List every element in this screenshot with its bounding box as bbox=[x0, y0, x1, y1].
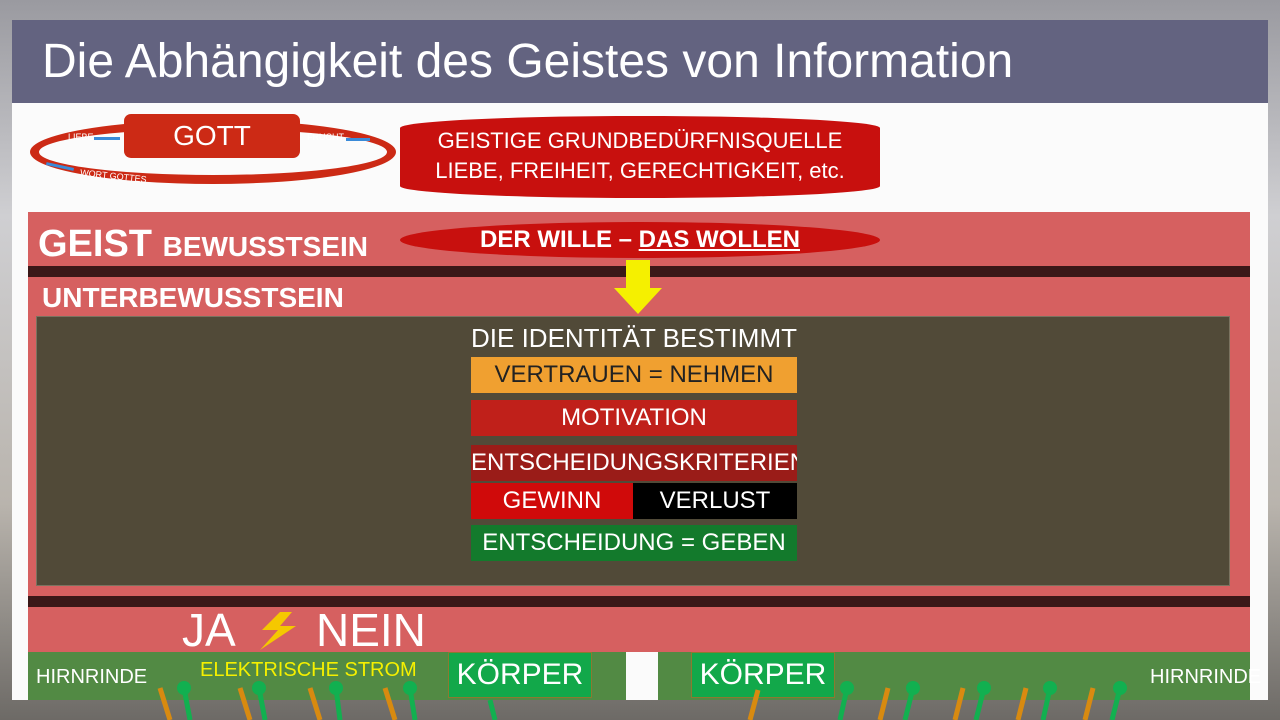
arrow-left-icon bbox=[94, 137, 120, 140]
unterbewusstsein-heading: UNTERBEWUSSTSEIN bbox=[42, 282, 344, 313]
hirnrinde-right: HIRNRINDE bbox=[1150, 666, 1262, 688]
gott-box: GOTT bbox=[124, 114, 300, 158]
lightning-icon bbox=[260, 612, 296, 650]
nein-label: NEIN bbox=[316, 604, 426, 656]
wille-label: DER WILLE – bbox=[480, 226, 639, 253]
geist-label: GEIST bbox=[38, 223, 153, 265]
cycle-label-liebe: LIEBE bbox=[68, 132, 94, 142]
bewusstsein-label: BEWUSSTSEIN bbox=[162, 231, 368, 262]
gain-box: GEWINN bbox=[471, 483, 633, 519]
wille-ellipse: DER WILLE – DAS WOLLEN bbox=[400, 222, 880, 258]
trust-box: VERTRAUEN = NEHMEN bbox=[471, 357, 797, 393]
hirnrinde-left: HIRNRINDE bbox=[36, 666, 148, 688]
geist-heading: GEIST BEWUSSTSEIN bbox=[38, 224, 368, 267]
identity-heading: DIE IDENTITÄT BESTIMMT ALLES bbox=[471, 323, 797, 353]
source-cylinder: GEISTIGE GRUNDBEDÜRFNISQUELLE LIEBE, FRE… bbox=[400, 116, 880, 198]
cycle-label-frucht: FRUCHT bbox=[307, 132, 344, 142]
divider bbox=[28, 596, 1250, 607]
gap bbox=[626, 652, 658, 700]
source-line2: LIEBE, FREIHEIT, GERECHTIGKEIT, etc. bbox=[435, 158, 845, 183]
ja-label: JA bbox=[182, 604, 236, 656]
slide-title: Die Abhängigkeit des Geistes von Informa… bbox=[12, 20, 1268, 103]
wollen-label: DAS WOLLEN bbox=[638, 226, 800, 253]
motivation-box: MOTIVATION bbox=[471, 400, 797, 436]
arrow-down-icon bbox=[614, 260, 662, 314]
nerve-arrows bbox=[157, 681, 1127, 720]
arrow-left-icon bbox=[346, 138, 370, 141]
source-line1: GEISTIGE GRUNDBEDÜRFNISQUELLE bbox=[437, 128, 843, 153]
korper-box-2: KÖRPER bbox=[691, 652, 835, 698]
korper-box-1: KÖRPER bbox=[448, 652, 592, 698]
loss-box: VERLUST bbox=[633, 483, 797, 519]
criteria-box: ENTSCHEIDUNGSKRITERIEN: bbox=[471, 445, 797, 481]
strom-label: ELEKTRISCHE STROM bbox=[200, 659, 417, 681]
decision-box: ENTSCHEIDUNG = GEBEN bbox=[471, 525, 797, 561]
slide: Die Abhängigkeit des Geistes von Informa… bbox=[12, 20, 1268, 700]
orange-arrows-icon bbox=[157, 687, 1096, 720]
